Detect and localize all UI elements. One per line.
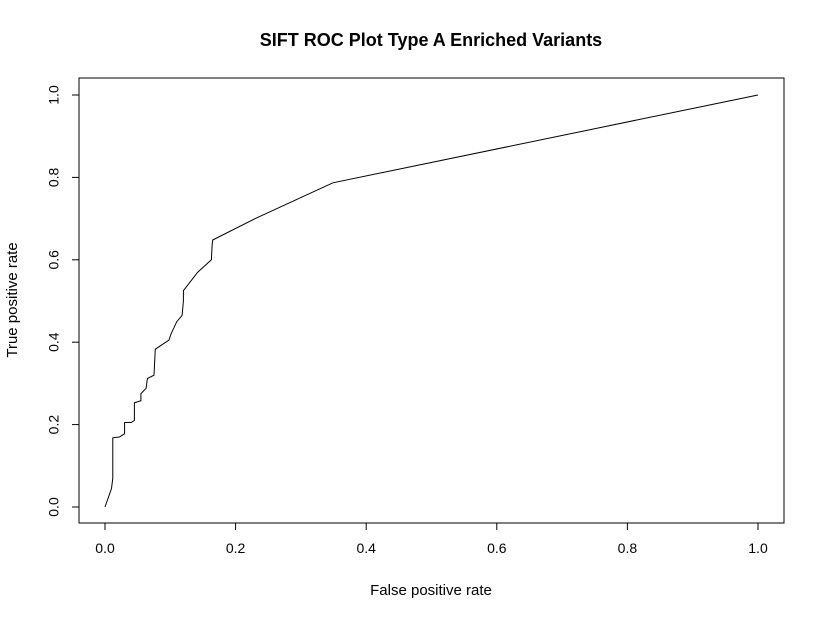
roc-curve — [104, 94, 759, 508]
y-tick-label: 1.0 — [46, 85, 62, 105]
y-axis: 0.0 0.2 0.4 0.6 0.8 1.0 — [46, 85, 80, 517]
chart-title: SIFT ROC Plot Type A Enriched Variants — [260, 30, 602, 50]
x-tick-label: 0.4 — [356, 540, 376, 556]
x-tick-label: 0.6 — [487, 540, 507, 556]
x-tick-label: 1.0 — [748, 540, 768, 556]
x-axis: 0.0 0.2 0.4 0.6 0.8 1.0 — [95, 522, 768, 556]
x-tick-label: 0.0 — [95, 540, 115, 556]
y-tick-label: 0.6 — [46, 250, 62, 270]
y-tick-label: 0.2 — [46, 415, 62, 435]
x-tick-label: 0.8 — [618, 540, 638, 556]
plot-frame — [78, 77, 785, 524]
x-axis-label: False positive rate — [370, 582, 492, 599]
y-axis-label: True positive rate — [4, 242, 21, 357]
y-tick-label: 0.8 — [46, 167, 62, 187]
y-tick-label: 0.0 — [46, 497, 62, 517]
x-tick-label: 0.2 — [226, 540, 246, 556]
y-tick-label: 0.4 — [46, 332, 62, 352]
